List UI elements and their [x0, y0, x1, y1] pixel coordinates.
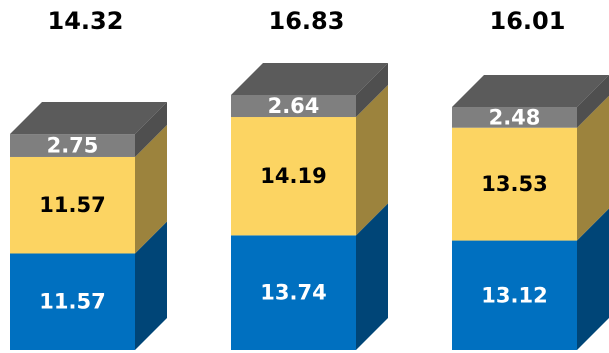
value-label: 2.75	[47, 134, 99, 158]
value-label: 14.19	[260, 164, 326, 188]
value-label: 11.57	[39, 290, 105, 314]
bar-side	[577, 75, 609, 128]
bar-top	[10, 102, 167, 135]
bar-side	[577, 208, 609, 350]
bar-side	[356, 63, 388, 118]
bar	[231, 95, 356, 118]
bar	[10, 156, 135, 254]
bar-side	[135, 102, 167, 157]
bar	[452, 127, 577, 241]
bar	[231, 117, 356, 236]
value-label: 13.53	[481, 172, 547, 196]
total-label: 16.83	[269, 7, 345, 35]
value-label: 2.48	[489, 105, 541, 129]
bar	[452, 107, 577, 128]
bar-side	[135, 124, 167, 254]
bar-top	[452, 75, 609, 108]
total-label: 14.32	[48, 7, 124, 35]
bar	[231, 235, 356, 350]
value-label: 13.74	[260, 281, 326, 305]
bar-side	[577, 95, 609, 241]
bar-side	[356, 85, 388, 236]
bar	[10, 134, 135, 157]
bar-top	[231, 63, 388, 95]
value-label: 13.12	[481, 283, 547, 307]
total-label: 16.01	[490, 7, 566, 35]
bar-side	[356, 203, 388, 350]
bar	[10, 253, 135, 350]
bar	[452, 240, 577, 350]
value-label: 2.64	[268, 94, 320, 118]
bar-side	[135, 221, 167, 350]
value-label: 11.57	[39, 193, 105, 217]
